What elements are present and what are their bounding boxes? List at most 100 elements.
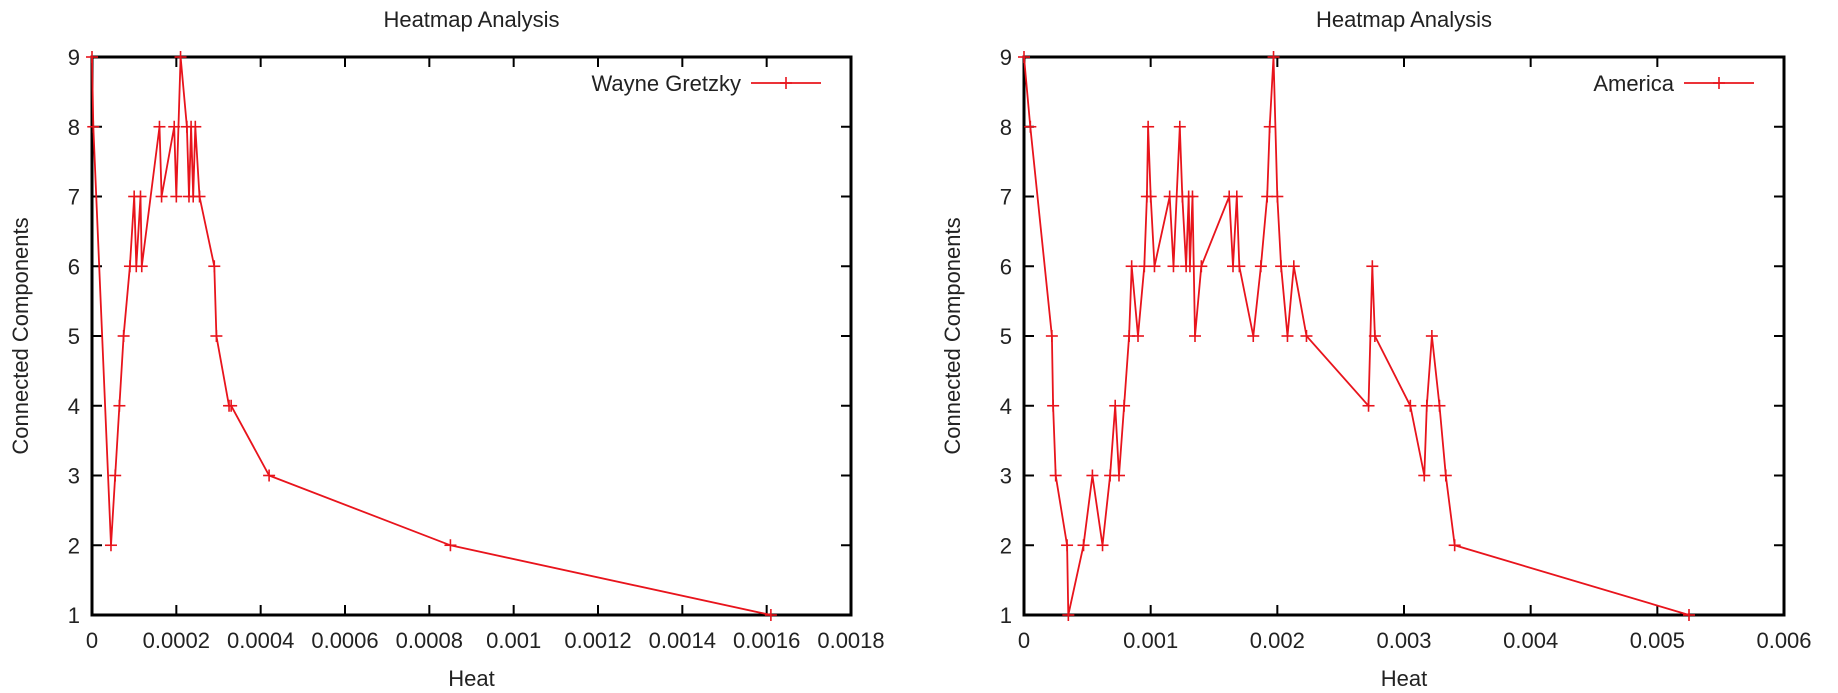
right-data-point xyxy=(1186,190,1199,203)
right-data-point xyxy=(1404,399,1417,412)
right-data-point xyxy=(1049,469,1062,482)
right-data-point xyxy=(1118,399,1131,412)
right-data-point xyxy=(1281,330,1294,342)
right-data-point xyxy=(1132,330,1144,342)
right-data-point xyxy=(1233,260,1246,273)
right-data-point xyxy=(1163,190,1176,203)
left-data-point xyxy=(135,260,148,273)
right-data-point xyxy=(1018,51,1030,63)
left-data-point xyxy=(134,190,147,203)
right-data-point xyxy=(1448,539,1461,552)
right-data-point xyxy=(1267,51,1280,63)
right-data-point xyxy=(1368,330,1381,342)
left-x-tick-label: 0.0016 xyxy=(733,628,800,653)
left-y-tick-label: 8 xyxy=(68,115,80,140)
right-data-point xyxy=(1138,260,1151,273)
right-data-point xyxy=(1263,120,1276,133)
right-x-tick-label: 0.003 xyxy=(1376,628,1431,653)
left-x-tick-label: 0.0018 xyxy=(817,628,884,653)
right-data-point xyxy=(1420,399,1433,412)
right-data-point xyxy=(1683,609,1695,621)
left-data-point xyxy=(189,120,202,133)
left-y-tick-label: 3 xyxy=(68,464,80,489)
left-series-line xyxy=(91,56,772,616)
left-plot-frame xyxy=(90,55,853,617)
right-y-tick-label: 9 xyxy=(1000,45,1012,70)
left-y-tick-label: 4 xyxy=(68,394,80,419)
right-data-point xyxy=(1195,260,1208,273)
left-data-point xyxy=(170,190,183,203)
left-x-tick-label: 0.0004 xyxy=(227,628,294,653)
left-data-point xyxy=(104,539,117,552)
left-legend-label: Wayne Gretzky xyxy=(591,71,741,96)
right-data-point xyxy=(1125,260,1138,273)
left-data-point xyxy=(117,330,130,342)
right-data-point xyxy=(1167,260,1180,273)
right-data-point xyxy=(1261,190,1274,203)
left-legend-marker xyxy=(780,77,792,89)
right-y-tick-label: 1 xyxy=(1000,603,1012,628)
left-data-point xyxy=(87,120,100,133)
left-data-point xyxy=(225,399,238,412)
right-data-point xyxy=(1300,330,1313,342)
left-chart-title: Heatmap Analysis xyxy=(383,7,559,32)
left-x-tick-label: 0.0012 xyxy=(564,628,631,653)
left-data-point xyxy=(263,469,276,482)
right-data-point xyxy=(1047,399,1060,412)
left-x-tick-label: 0.0014 xyxy=(649,628,716,653)
right-x-axis-label: Heat xyxy=(1381,666,1427,691)
right-data-point xyxy=(1366,260,1379,273)
right-x-tick-label: 0.005 xyxy=(1630,628,1685,653)
right-chart-title: Heatmap Analysis xyxy=(1316,7,1492,32)
right-data-point xyxy=(1148,260,1161,273)
left-y-tick-label: 7 xyxy=(68,185,80,210)
right-y-tick-label: 8 xyxy=(1000,115,1012,140)
right-y-tick-label: 3 xyxy=(1000,464,1012,489)
right-data-point xyxy=(1433,399,1446,412)
right-data-point xyxy=(1183,260,1196,273)
right-y-tick-label: 6 xyxy=(1000,254,1012,279)
right-y-tick-label: 5 xyxy=(1000,324,1012,349)
left-x-tick-label: 0.0006 xyxy=(311,628,378,653)
left-chart: Heatmap Analysis 0 0.0002 0.0004 0.0006 0.000… xyxy=(8,7,885,691)
right-y-tick-label: 7 xyxy=(1000,185,1012,210)
right-data-point xyxy=(1142,120,1155,133)
right-data-point xyxy=(1271,190,1284,203)
right-data-point xyxy=(1247,330,1260,342)
right-data-point xyxy=(1425,330,1438,342)
left-data-point xyxy=(109,469,122,482)
right-y-axis-label: Connected Components xyxy=(940,217,965,454)
right-data-point xyxy=(1086,469,1099,482)
left-data-point xyxy=(113,399,126,412)
left-data-point xyxy=(168,120,181,133)
right-chart: Heatmap Analysis 0 0.001 0.002 0.003 0.004 0.0… xyxy=(940,7,1812,691)
left-data-point xyxy=(444,539,457,552)
right-data-point xyxy=(1230,190,1243,203)
right-y-tick-label: 2 xyxy=(1000,533,1012,558)
right-data-point xyxy=(1096,539,1109,552)
right-data-point xyxy=(1362,399,1375,412)
left-data-point xyxy=(155,190,168,203)
right-data-point xyxy=(1113,469,1125,482)
left-y-tick-label: 5 xyxy=(68,324,80,349)
right-data-point xyxy=(1061,539,1074,552)
left-data-point xyxy=(208,260,221,273)
right-x-tick-label: 0 xyxy=(1018,628,1030,653)
left-data-point xyxy=(210,330,223,342)
left-x-axis-label: Heat xyxy=(448,666,494,691)
left-x-tick-label: 0.0008 xyxy=(396,628,463,653)
left-data-point xyxy=(174,51,187,63)
right-x-tick-label: 0.002 xyxy=(1250,628,1305,653)
right-data-point xyxy=(1045,330,1058,342)
right-data-point xyxy=(1144,190,1157,203)
right-y-tick-label: 4 xyxy=(1000,394,1012,419)
right-data-point xyxy=(1254,260,1267,273)
left-data-point xyxy=(193,190,206,203)
right-data-point xyxy=(1189,330,1201,342)
right-x-tick-label: 0.001 xyxy=(1123,628,1178,653)
right-x-tick-label: 0.006 xyxy=(1756,628,1811,653)
right-data-point xyxy=(1418,469,1431,482)
left-data-point xyxy=(764,609,777,621)
right-x-tick-label: 0.004 xyxy=(1503,628,1558,653)
